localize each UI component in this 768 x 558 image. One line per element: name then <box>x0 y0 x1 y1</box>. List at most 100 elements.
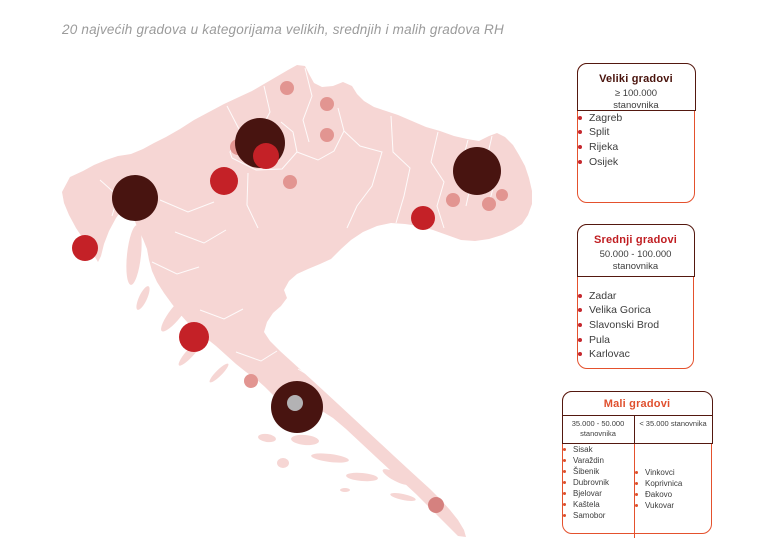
city-name: Karlovac <box>589 348 630 361</box>
bullet-icon <box>563 513 566 517</box>
bullet-icon <box>578 293 582 298</box>
city-list-item: Koprivnica <box>635 478 711 489</box>
city-marker-sibenik <box>244 374 258 388</box>
adriatic-islands <box>126 220 416 501</box>
city-marker-dakovo <box>446 193 460 207</box>
legend-title-srednji: Srednji gradovi <box>593 233 678 246</box>
city-name: Sisak <box>573 444 593 454</box>
legend-title-veliki: Veliki gradovi <box>599 72 673 85</box>
mali-subtitle-35-50: 35.000 - 50.000 stanovnika <box>563 415 635 443</box>
city-marker-kastela <box>287 395 303 411</box>
croatia-landmass <box>62 65 532 537</box>
city-list-mali-under-35: Vinkovci Koprivnica Đakovo Vukovar <box>635 444 711 511</box>
city-marker-velika-gorica <box>253 143 279 169</box>
city-marker-pula <box>72 235 98 261</box>
city-list-item: Velika Gorica <box>578 303 693 318</box>
city-name: Slavonski Brod <box>589 318 660 331</box>
bullet-icon <box>578 322 582 327</box>
city-list-item: Dubrovnik <box>563 477 634 488</box>
city-marker-zadar <box>179 322 209 352</box>
city-list-item: Osijek <box>578 154 694 169</box>
city-name: Zadar <box>589 289 617 302</box>
mali-body: Sisak Varaždin Šibenik Dubrovnik Bjelovar Kaš… <box>563 443 711 538</box>
city-list-item: Zadar <box>578 289 693 304</box>
bullet-icon <box>578 144 582 149</box>
city-list-item: Vukovar <box>635 500 711 511</box>
bullet-icon <box>578 130 582 135</box>
city-list-srednji: Zadar Velika Gorica Slavonski Brod Pula Karl… <box>578 277 693 362</box>
city-name: Đakovo <box>645 489 673 499</box>
legend-box-mali-gradovi: Mali gradovi 35.000 - 50.000 stanovnika … <box>561 390 713 538</box>
bullet-icon <box>635 503 638 507</box>
legend-subtitle-srednji: 50.000 - 100.000 stanovnika <box>599 248 672 272</box>
city-marker-osijek <box>453 147 501 195</box>
bullet-icon <box>578 308 582 313</box>
city-list-item: Šibenik <box>563 466 634 477</box>
city-name: Kaštela <box>573 499 600 509</box>
bullet-icon <box>578 159 582 164</box>
bullet-icon <box>563 502 566 506</box>
mali-column-35-50: Sisak Varaždin Šibenik Dubrovnik Bjelovar Kaš… <box>563 443 635 538</box>
bullet-icon <box>563 469 566 473</box>
city-marker-sisak <box>283 175 297 189</box>
city-list-item: Pula <box>578 332 693 347</box>
bullet-icon <box>635 481 638 485</box>
city-list-item: Rijeka <box>578 140 694 155</box>
city-name: Koprivnica <box>645 478 683 488</box>
legend-header-mali: Mali gradovi 35.000 - 50.000 stanovnika … <box>561 390 713 444</box>
city-marker-bjelovar <box>320 128 334 142</box>
bullet-icon <box>578 337 582 342</box>
city-markers-layer <box>72 81 508 513</box>
city-list-item: Varaždin <box>563 455 634 466</box>
legend-title-mali: Mali gradovi <box>562 392 712 416</box>
city-list-item: Kaštela <box>563 499 634 510</box>
bullet-icon <box>563 458 566 462</box>
city-name: Šibenik <box>573 466 600 476</box>
bullet-icon <box>563 491 566 495</box>
city-name: Vukovar <box>645 500 675 510</box>
city-name: Samobor <box>573 510 606 520</box>
city-list-item: Zagreb <box>578 111 694 126</box>
city-name: Pula <box>589 333 611 346</box>
legend-box-veliki-gradovi: Veliki gradovi ≥ 100.000 stanovnika Zagr… <box>576 62 696 203</box>
city-name: Dubrovnik <box>573 477 610 487</box>
city-name: Rijeka <box>589 140 619 153</box>
city-name: Bjelovar <box>573 488 602 498</box>
bullet-icon <box>563 480 566 484</box>
city-list-mali-35-50: Sisak Varaždin Šibenik Dubrovnik Bjelovar Kaš… <box>563 444 634 521</box>
bullet-icon <box>578 115 582 120</box>
city-name: Varaždin <box>573 455 604 465</box>
mali-subtitle-under-35: < 35.000 stanovnika <box>639 418 707 428</box>
city-name: Osijek <box>589 155 619 168</box>
city-list-item: Sisak <box>563 444 634 455</box>
city-list-item: Bjelovar <box>563 488 634 499</box>
mali-column-under-35: Vinkovci Koprivnica Đakovo Vukovar <box>635 444 711 538</box>
legend-header-veliki: Veliki gradovi ≥ 100.000 stanovnika <box>576 62 696 111</box>
city-marker-koprivnica <box>320 97 334 111</box>
city-marker-varazdin <box>280 81 294 95</box>
city-list-item: Đakovo <box>635 489 711 500</box>
city-name: Vinkovci <box>645 467 675 477</box>
legend-subtitle-veliki: ≥ 100.000 stanovnika <box>613 87 659 111</box>
city-name: Zagreb <box>589 111 623 124</box>
city-marker-vinkovci <box>482 197 496 211</box>
city-name: Velika Gorica <box>589 304 651 317</box>
page-title: 20 najvećih gradova u kategorijama velik… <box>62 22 504 37</box>
city-marker-vukovar <box>496 189 508 201</box>
city-marker-rijeka <box>112 175 158 221</box>
bullet-icon <box>635 492 638 496</box>
bullet-icon <box>578 352 582 357</box>
city-list-item: Karlovac <box>578 347 693 362</box>
legend-box-srednji-gradovi: Srednji gradovi 50.000 - 100.000 stanovn… <box>576 223 695 369</box>
city-list-item: Samobor <box>563 510 634 521</box>
legend-header-srednji: Srednji gradovi 50.000 - 100.000 stanovn… <box>576 223 695 277</box>
city-list-veliki: Zagreb Split Rijeka Osijek <box>578 111 694 169</box>
mali-subheaders: 35.000 - 50.000 stanovnika < 35.000 stan… <box>563 415 712 443</box>
city-list-item: Vinkovci <box>635 467 711 478</box>
bullet-icon <box>563 447 566 451</box>
bullet-icon <box>635 470 638 474</box>
city-name: Split <box>589 126 610 139</box>
city-marker-slavonski-brod <box>411 206 435 230</box>
city-list-item: Split <box>578 125 694 140</box>
city-marker-dubrovnik <box>428 497 444 513</box>
